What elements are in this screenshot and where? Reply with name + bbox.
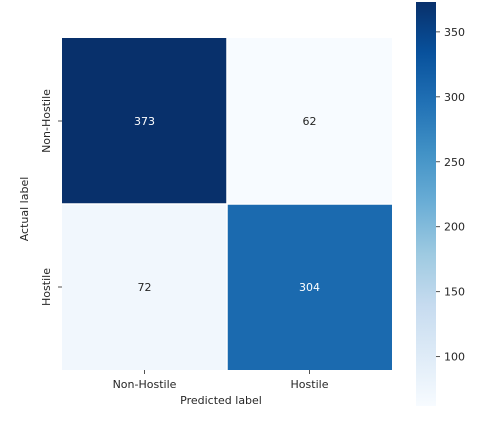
colorbar-tick-label: 150	[444, 286, 465, 299]
x-axis-ticks: Non-Hostile Hostile	[113, 370, 329, 391]
y-axis-ticks: Non-Hostile Hostile	[40, 89, 62, 306]
x-axis-title: Predicted label	[180, 394, 262, 407]
cell-value-1-0: 72	[138, 281, 152, 294]
x-tick-label: Hostile	[291, 378, 329, 391]
heatmap-cell-1-0	[62, 204, 227, 370]
colorbar-ticks: 100 150 200 250 300 350	[436, 26, 465, 364]
colorbar-tick-label: 350	[444, 26, 465, 39]
heatmap-cells	[62, 38, 392, 370]
colorbar-tick-label: 100	[444, 351, 465, 364]
colorbar-tick-label: 250	[444, 156, 465, 169]
colorbar-tick-label: 300	[444, 91, 465, 104]
x-tick-label: Non-Hostile	[113, 378, 177, 391]
heatmap-cell-0-1	[227, 38, 392, 204]
heatmap-cell-1-1	[227, 204, 392, 370]
cell-value-0-1: 62	[303, 115, 317, 128]
cell-labels: 373 62 72 304	[134, 115, 320, 294]
y-axis-title: Actual label	[18, 177, 31, 242]
y-tick-label: Non-Hostile	[40, 89, 53, 153]
y-tick-label: Hostile	[40, 268, 53, 306]
heatmap-cell-0-0	[62, 38, 227, 204]
cell-value-0-0: 373	[134, 115, 155, 128]
colorbar-tick-label: 200	[444, 221, 465, 234]
cell-value-1-1: 304	[299, 281, 320, 294]
colorbar	[416, 2, 436, 406]
